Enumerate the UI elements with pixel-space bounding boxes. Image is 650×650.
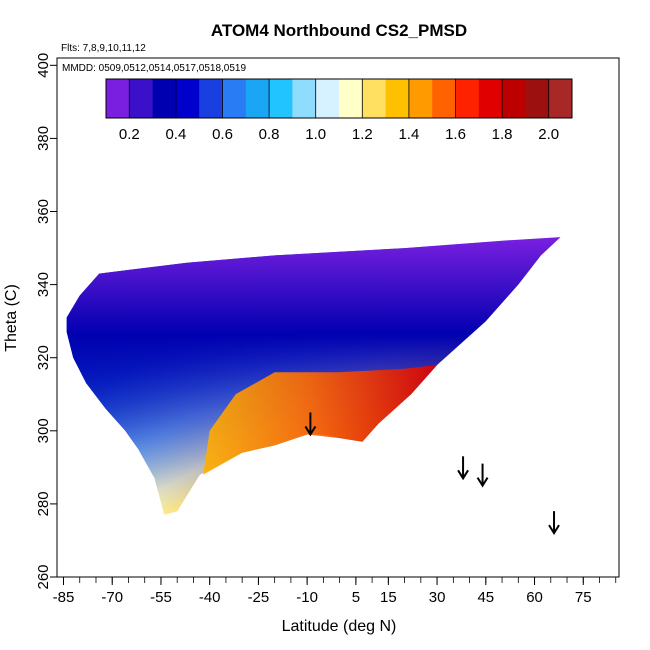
x-tick-label: 45: [477, 589, 494, 606]
colorbar-swatch: [548, 79, 573, 118]
ratio-field: [66, 237, 561, 515]
x-tick-label: -70: [101, 589, 123, 606]
y-tick-label: 260: [35, 564, 52, 589]
y-axis-label: Theta (C): [3, 284, 20, 352]
flight-arrow-head: [457, 469, 469, 481]
colorbar-tick-label: 0.2: [119, 126, 140, 143]
colorbar-swatch: [269, 79, 293, 118]
colorbar-swatch: [408, 79, 433, 118]
colorbar-tick-label: 1.4: [398, 126, 419, 143]
colorbar-swatch: [199, 79, 223, 118]
colorbar-swatch: [339, 79, 363, 118]
colorbar-swatch: [315, 79, 340, 118]
colorbar-tick-label: 0.6: [212, 126, 233, 143]
y-tick-label: 300: [35, 418, 52, 443]
colorbar-swatch: [152, 79, 177, 118]
flight-arrow-head: [548, 524, 560, 536]
colorbar-tick-label: 1.2: [352, 126, 373, 143]
colorbar-tick-label: 0.4: [165, 126, 186, 143]
colorbar-tick-label: 1.8: [492, 126, 513, 143]
x-tick-label: -25: [248, 589, 270, 606]
flights-label: Flts: 7,8,9,10,11,12: [61, 43, 146, 54]
x-tick-label: 5: [352, 589, 360, 606]
colorbar-swatch: [129, 79, 154, 118]
y-tick-label: 340: [35, 272, 52, 297]
colorbar-swatch: [385, 79, 410, 118]
colorbar-tick-label: 2.0: [538, 126, 559, 143]
x-tick-label: 75: [575, 589, 592, 606]
colorbar-swatch: [432, 79, 456, 118]
colorbar-swatch: [222, 79, 247, 118]
y-tick-label: 280: [35, 491, 52, 516]
colorbar: 0.2 0.4 0.6 0.8 1.0 1.2 1.4 1.6 1.8 2.0: [105, 78, 573, 143]
x-tick-label: -55: [150, 589, 172, 606]
chart-title: ATOM4 Northbound CS2_PMSD: [211, 21, 467, 40]
x-tick-label: -10: [296, 589, 318, 606]
x-tick-label: -85: [53, 589, 75, 606]
colorbar-frame: [105, 78, 573, 119]
x-tick-label: 15: [380, 589, 397, 606]
colorbar-tick-label: 0.8: [259, 126, 280, 143]
colorbar-tick-label: 1.0: [305, 126, 326, 143]
flight-arrow-head: [476, 477, 489, 488]
y-axis: 260 280 300 320 340 360 380 400: [35, 53, 57, 590]
x-tick-label: 30: [429, 589, 446, 606]
colorbar-swatch: [362, 79, 387, 118]
colorbar-swatch: [106, 79, 130, 118]
colorbar-swatch: [175, 79, 200, 118]
colorbar-swatch: [245, 79, 270, 118]
colorbar-swatch: [502, 79, 526, 118]
x-tick-label: 60: [526, 589, 543, 606]
y-tick-label: 360: [35, 199, 52, 224]
x-axis-label: Latitude (deg N): [282, 618, 397, 635]
colorbar-swatch: [478, 79, 503, 118]
x-axis: -85 -70 -55 -40 -25 -10 5 15 30 45 60 75: [53, 577, 617, 606]
flight-arrow-head: [304, 425, 317, 437]
y-tick-label: 380: [35, 126, 52, 151]
y-tick-label: 400: [35, 53, 52, 78]
colorbar-swatch: [455, 79, 480, 118]
colorbar-swatch: [292, 79, 317, 118]
field-high-ratio-region: [203, 365, 438, 475]
colorbar-swatch: [525, 79, 550, 118]
y-tick-label: 320: [35, 345, 52, 370]
colorbar-tick-label: 1.6: [445, 126, 466, 143]
dates-label: MMDD: 0509,0512,0514,0517,0518,0519: [62, 63, 246, 74]
flight-arrows: [304, 412, 560, 536]
x-tick-label: -40: [199, 589, 221, 606]
